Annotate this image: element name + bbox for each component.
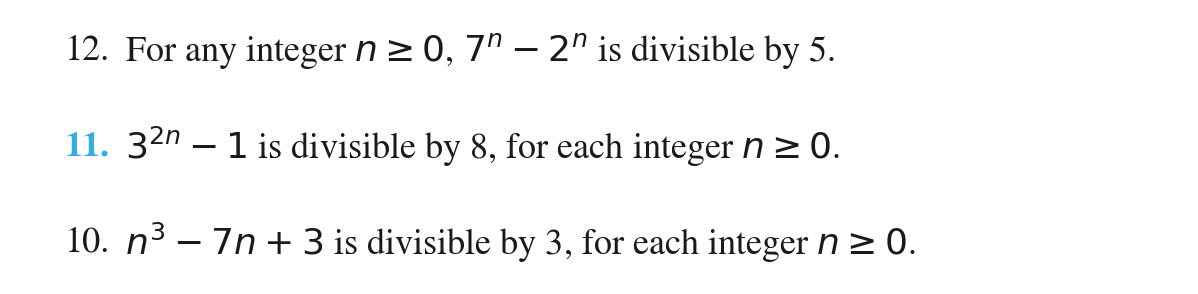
Text: For any integer $n \geq 0$, $7^n - 2^n$ is divisible by 5.: For any integer $n \geq 0$, $7^n - 2^n$ … (125, 31, 835, 71)
Text: $3^{2n} - 1$ is divisible by 8, for each integer $n \geq 0$.: $3^{2n} - 1$ is divisible by 8, for each… (125, 125, 840, 169)
Text: 10.: 10. (65, 226, 110, 259)
Text: 12.: 12. (65, 35, 110, 68)
Text: $n^3 - 7n + 3$ is divisible by 3, for each integer $n \geq 0$.: $n^3 - 7n + 3$ is divisible by 3, for ea… (125, 220, 915, 265)
Text: 11.: 11. (65, 131, 110, 163)
